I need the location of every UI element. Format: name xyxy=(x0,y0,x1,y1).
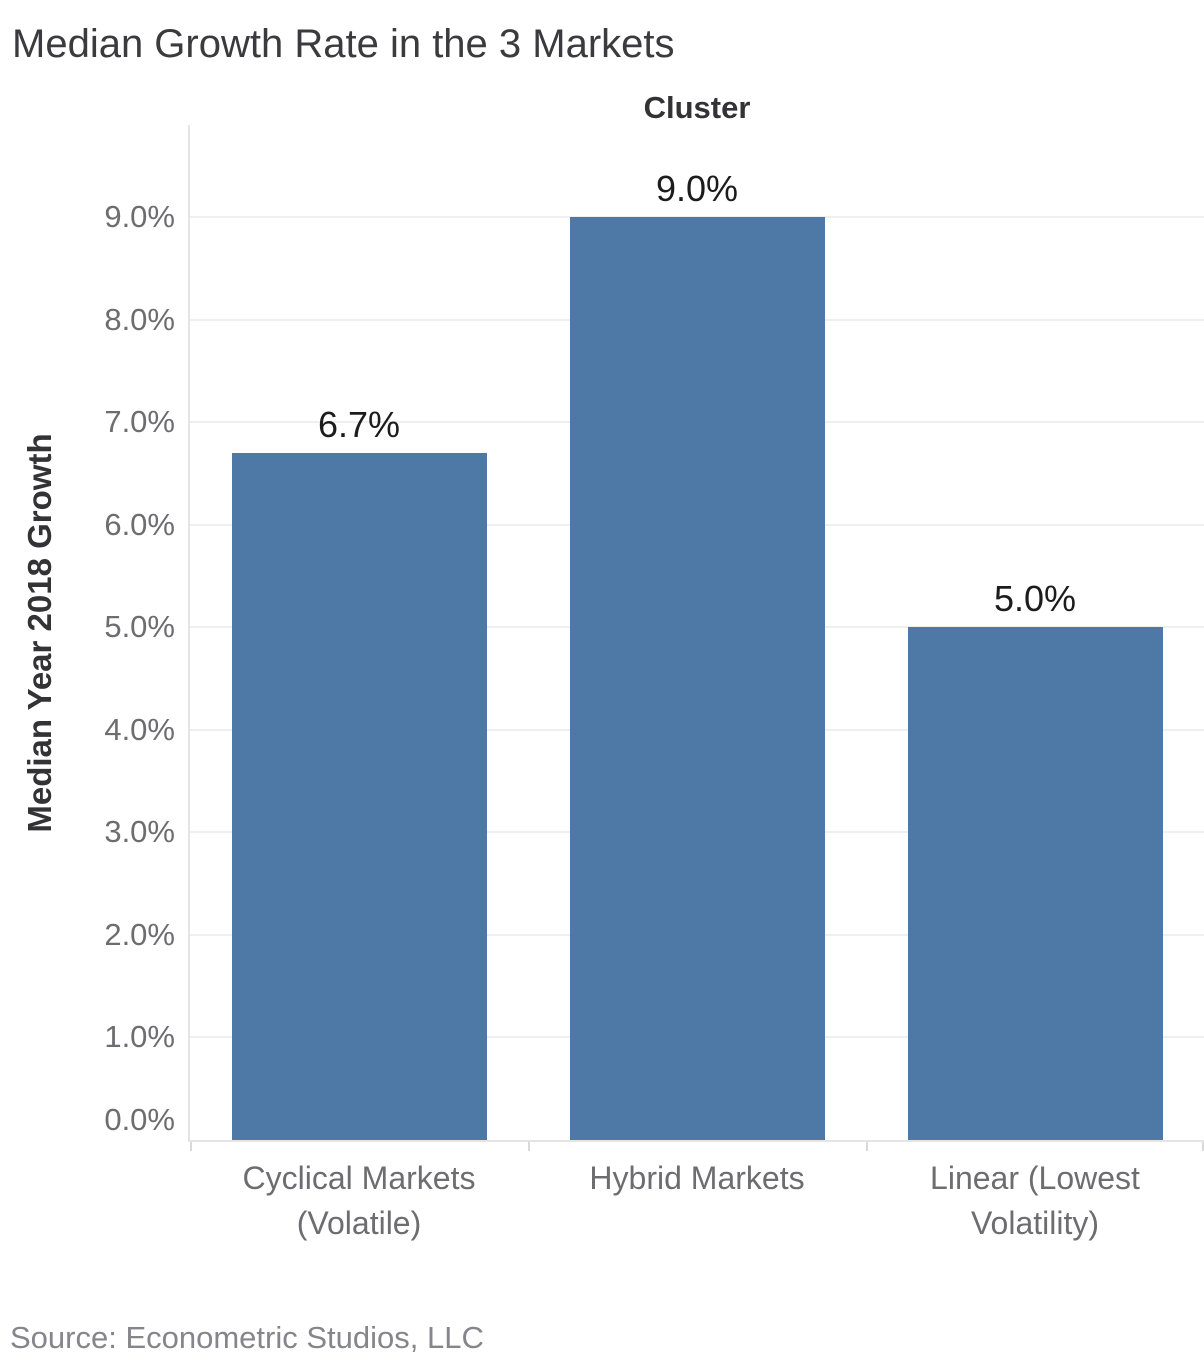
y-tick-label: 9.0% xyxy=(104,199,175,235)
y-tick-label: 1.0% xyxy=(104,1019,175,1055)
x-axis-tick xyxy=(190,1142,192,1151)
category-label: Hybrid Markets xyxy=(589,1160,805,1196)
bar-2[interactable] xyxy=(569,217,825,1140)
bar-value-label: 5.0% xyxy=(993,578,1077,620)
y-axis-line xyxy=(188,125,190,1142)
category-label: Cyclical Markets (Volatile) xyxy=(242,1160,476,1241)
x-axis-tick xyxy=(866,1142,868,1151)
x-axis-tick xyxy=(528,1142,530,1151)
y-tick-label: 5.0% xyxy=(104,609,175,645)
bar-3[interactable] xyxy=(907,627,1163,1140)
y-tick-label: 8.0% xyxy=(104,301,175,337)
x-axis-line xyxy=(188,1140,1204,1142)
source-caption: Source: Econometric Studios, LLC xyxy=(10,1320,484,1355)
bar-value-label: 9.0% xyxy=(655,168,739,210)
chart-title: Median Growth Rate in the 3 Markets xyxy=(12,22,675,66)
y-tick-label: 2.0% xyxy=(104,916,175,952)
y-tick-label: 0.0% xyxy=(104,1102,175,1137)
y-tick-label: 7.0% xyxy=(104,404,175,440)
y-tick-label: 6.0% xyxy=(104,506,175,542)
column-field-header: Cluster xyxy=(643,90,751,125)
bar-value-label: 6.7% xyxy=(317,404,401,446)
category-label: Linear (Lowest Volatility) xyxy=(930,1160,1140,1241)
x-axis-tick xyxy=(1202,1142,1204,1151)
y-tick-label: 4.0% xyxy=(104,711,175,747)
y-tick-label: 3.0% xyxy=(104,814,175,850)
bar-1[interactable] xyxy=(231,453,487,1140)
